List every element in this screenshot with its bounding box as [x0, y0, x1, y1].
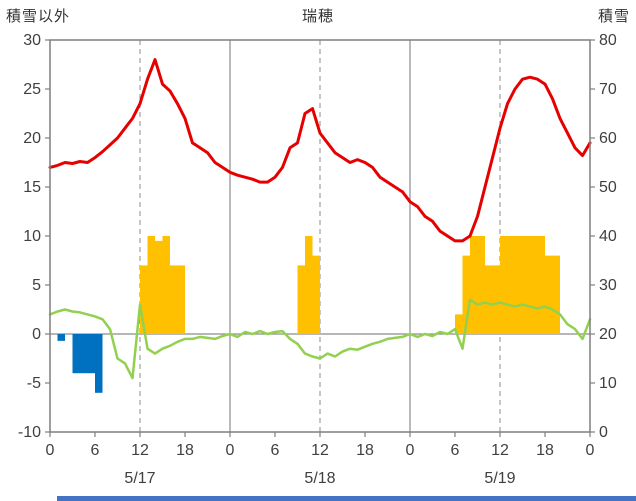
svg-text:30: 30: [599, 277, 617, 294]
svg-text:6: 6: [451, 442, 460, 459]
svg-text:80: 80: [599, 32, 617, 49]
left-axis-title: 積雪以外: [6, 8, 71, 25]
svg-text:5: 5: [32, 277, 41, 294]
svg-text:70: 70: [599, 81, 617, 98]
svg-text:25: 25: [23, 81, 41, 98]
svg-text:60: 60: [599, 130, 617, 147]
svg-text:18: 18: [176, 442, 194, 459]
svg-text:0: 0: [599, 424, 608, 441]
svg-text:10: 10: [599, 375, 617, 392]
svg-text:15: 15: [23, 179, 41, 196]
svg-text:0: 0: [32, 326, 41, 343]
right-axis-title: 積雪: [597, 8, 630, 25]
svg-text:20: 20: [599, 326, 617, 343]
svg-text:40: 40: [599, 228, 617, 245]
svg-text:0: 0: [586, 442, 595, 459]
svg-text:18: 18: [356, 442, 374, 459]
svg-text:50: 50: [599, 179, 617, 196]
chart-title: 瑞穂: [301, 8, 334, 25]
svg-text:10: 10: [23, 228, 41, 245]
svg-text:0: 0: [226, 442, 235, 459]
svg-text:12: 12: [491, 442, 509, 459]
svg-text:12: 12: [131, 442, 149, 459]
svg-text:0: 0: [46, 442, 55, 459]
svg-text:-5: -5: [27, 375, 41, 392]
svg-text:12: 12: [311, 442, 329, 459]
svg-text:18: 18: [536, 442, 554, 459]
bottom-blue-strip: [57, 496, 636, 501]
svg-text:5/17: 5/17: [124, 470, 155, 487]
svg-text:-10: -10: [18, 424, 41, 441]
svg-text:6: 6: [91, 442, 100, 459]
svg-text:20: 20: [23, 130, 41, 147]
svg-text:0: 0: [406, 442, 415, 459]
svg-text:5/18: 5/18: [304, 470, 335, 487]
svg-text:6: 6: [271, 442, 280, 459]
svg-text:5/19: 5/19: [484, 470, 515, 487]
svg-text:30: 30: [23, 32, 41, 49]
